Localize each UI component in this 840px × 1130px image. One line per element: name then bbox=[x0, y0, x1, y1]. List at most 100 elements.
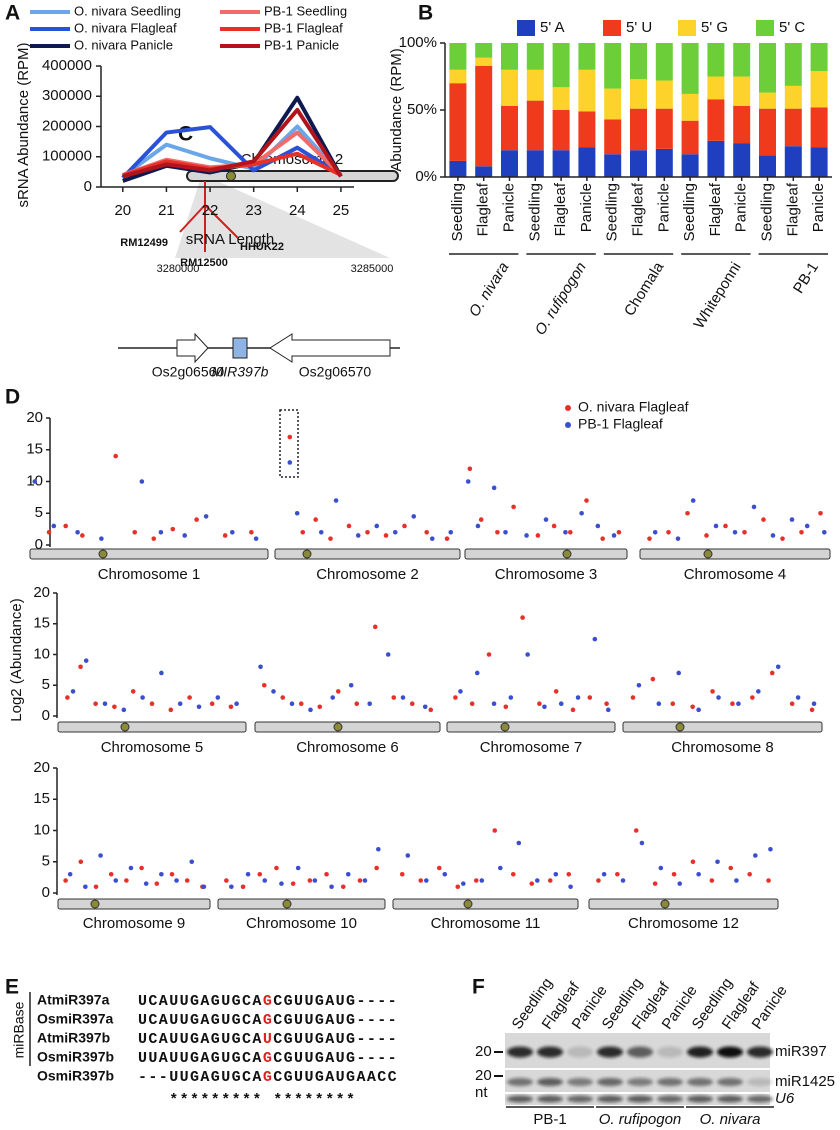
legend-marker bbox=[565, 405, 571, 411]
bar-segment bbox=[655, 148, 673, 177]
centromere bbox=[703, 549, 713, 559]
data-point bbox=[723, 523, 728, 529]
data-point bbox=[732, 530, 738, 535]
data-point bbox=[93, 701, 98, 706]
data-point bbox=[287, 460, 293, 465]
blot-band bbox=[567, 1095, 593, 1103]
bar-segment bbox=[552, 43, 570, 88]
chromosome-bar bbox=[274, 548, 461, 560]
y-tick-label: 20 bbox=[33, 759, 50, 776]
chromosome-bar bbox=[392, 898, 579, 910]
data-point bbox=[458, 689, 463, 694]
data-point bbox=[139, 865, 144, 871]
blot-band bbox=[657, 1095, 683, 1103]
data-point bbox=[491, 485, 497, 491]
probe-label: miR1425 bbox=[775, 1073, 835, 1090]
x-tick-label: 25 bbox=[333, 202, 350, 219]
data-point bbox=[658, 865, 664, 871]
x-tick-label: Seedling bbox=[449, 183, 466, 241]
data-point bbox=[262, 878, 268, 883]
legend-label: O. nivara Flagleaf bbox=[74, 20, 177, 35]
chromosome-bar bbox=[217, 898, 386, 910]
data-point bbox=[766, 878, 771, 883]
blot-band bbox=[597, 1078, 623, 1086]
data-point bbox=[670, 701, 676, 706]
blot-band bbox=[507, 1046, 533, 1058]
data-point bbox=[535, 878, 540, 883]
data-point bbox=[592, 636, 598, 642]
group-label: Whiteponni bbox=[690, 259, 744, 332]
data-point bbox=[308, 707, 313, 713]
blot-band bbox=[657, 1046, 683, 1058]
bar-segment bbox=[681, 93, 699, 121]
data-point bbox=[736, 701, 741, 706]
legend-swatch bbox=[517, 20, 535, 36]
legend-label: PB-1 Flagleaf bbox=[264, 20, 343, 35]
data-point bbox=[234, 701, 239, 706]
data-point bbox=[789, 701, 795, 706]
panel-label: F bbox=[472, 976, 485, 999]
data-point bbox=[78, 664, 83, 670]
data-point bbox=[799, 530, 804, 535]
data-point bbox=[65, 695, 70, 700]
group-label: miRBase bbox=[11, 1001, 27, 1058]
sequence-part: UCAUUGAGUGCA bbox=[138, 1012, 263, 1029]
legend-label: 5' G bbox=[701, 19, 728, 36]
data-point bbox=[704, 533, 709, 538]
y-tick-label: 400000 bbox=[42, 57, 92, 74]
data-point bbox=[189, 859, 195, 865]
data-point bbox=[769, 670, 775, 676]
x-tick-label: Seedling bbox=[526, 183, 543, 241]
data-point bbox=[392, 530, 398, 535]
data-point bbox=[734, 878, 739, 883]
data-point bbox=[575, 695, 581, 700]
data-point bbox=[124, 878, 129, 883]
data-point bbox=[329, 884, 334, 890]
bar-segment bbox=[552, 110, 570, 151]
marker-line bbox=[179, 204, 206, 233]
x-tick-label: 23 bbox=[245, 202, 262, 219]
data-point bbox=[633, 828, 639, 833]
y-tick-label: 5 bbox=[42, 853, 50, 870]
bar-segment bbox=[552, 87, 570, 110]
data-point bbox=[317, 704, 323, 710]
data-point bbox=[428, 707, 434, 713]
blot-band bbox=[717, 1078, 743, 1086]
data-point bbox=[690, 859, 696, 865]
sequence: UUAUUGAGUGCAGCGUUGAUG---- bbox=[138, 1050, 398, 1067]
data-point bbox=[196, 704, 202, 710]
y-tick-label: 200000 bbox=[42, 117, 92, 134]
bar-segment bbox=[810, 71, 828, 108]
bar-segment bbox=[707, 43, 725, 77]
chromosome-label: Chromosome 6 bbox=[296, 739, 399, 756]
data-point bbox=[63, 878, 68, 883]
line-series bbox=[121, 125, 342, 180]
chromosome-bar bbox=[186, 170, 399, 182]
bar-segment bbox=[475, 65, 493, 167]
bar-segment bbox=[707, 76, 725, 100]
data-point bbox=[448, 530, 454, 535]
data-point bbox=[230, 530, 235, 535]
blot-band bbox=[537, 1078, 563, 1086]
sequence-part: CGUUGAUGAACC bbox=[273, 1069, 398, 1086]
x-tick-label: Flagleaf bbox=[552, 182, 569, 236]
legend-label: PB-1 Seedling bbox=[264, 3, 347, 18]
group-label: O. rufipogon bbox=[599, 1111, 682, 1128]
bar-segment bbox=[604, 154, 622, 177]
mismatch-base: U bbox=[263, 1031, 273, 1048]
chromosome-label: Chromosome 12 bbox=[628, 915, 739, 932]
centromere bbox=[660, 899, 670, 909]
data-point bbox=[333, 498, 339, 503]
data-point bbox=[174, 878, 179, 883]
data-point bbox=[804, 523, 810, 529]
x-tick-label: 21 bbox=[158, 202, 175, 219]
data-point bbox=[584, 498, 589, 503]
data-point bbox=[535, 533, 541, 538]
data-point bbox=[271, 689, 276, 694]
centromere bbox=[675, 722, 685, 732]
data-point bbox=[159, 670, 164, 676]
bar-segment bbox=[810, 107, 828, 148]
bar-segment bbox=[501, 105, 518, 151]
bar-segment bbox=[501, 69, 518, 106]
data-point bbox=[121, 707, 127, 713]
